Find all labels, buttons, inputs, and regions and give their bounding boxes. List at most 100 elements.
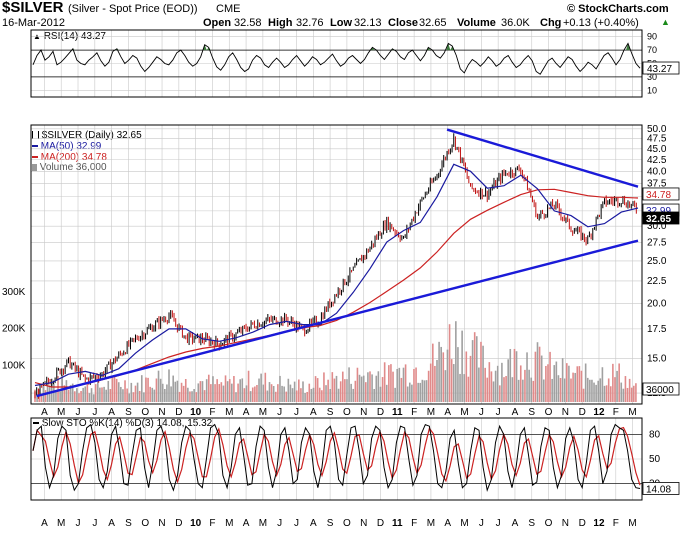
volume-bar: [191, 391, 193, 402]
price-x-label-S: S: [125, 407, 132, 418]
price-x-label-J: J: [76, 407, 81, 418]
volume-bar: [398, 367, 401, 402]
volume-bar: [140, 375, 143, 402]
volume-bar: [224, 375, 227, 402]
volume-bar: [260, 373, 262, 402]
volume-bar: [482, 345, 484, 402]
volume-bar: [540, 355, 543, 402]
volume-bar: [97, 379, 99, 402]
volume-bar: [164, 388, 166, 402]
close-label: Close: [388, 17, 418, 29]
sto-legend: Slow STO %K(14) %D(3) 14.08, 15.32: [33, 418, 212, 429]
volume-bar: [362, 375, 365, 402]
volume-bar: [218, 384, 221, 402]
volume-bar: [628, 378, 631, 402]
volume-bar: [63, 385, 66, 402]
trendline-lower-support: [36, 239, 639, 398]
volume-bar: [134, 385, 137, 402]
volume-bar: [291, 388, 294, 402]
volume-bar: [459, 373, 461, 402]
price-last-label: 32.65: [646, 214, 671, 225]
volume-bar: [553, 365, 556, 402]
sto-k-line: [32, 423, 641, 493]
volume-bar: [421, 379, 424, 402]
volume-bar: [57, 376, 59, 402]
volume-bar: [274, 391, 277, 402]
volume-bar: [517, 379, 520, 402]
price-tick-42.5: 42.5: [647, 155, 667, 166]
volume-bar: [350, 383, 352, 402]
volume-bar: [584, 363, 587, 402]
volume-bar: [572, 372, 574, 402]
chg-label: Chg: [540, 17, 562, 29]
sto-last-value: 14.08: [646, 484, 671, 495]
sto-x-label-A: A: [444, 518, 451, 529]
volume-bar: [555, 361, 558, 402]
price-x-label-J: J: [92, 407, 97, 418]
volume-bar: [314, 376, 317, 402]
rsi-tick-90: 90: [647, 32, 657, 42]
price-tick-25.0: 25.0: [647, 256, 667, 267]
volume-bar: [233, 376, 235, 402]
volume-bar: [195, 392, 198, 402]
volume-bar: [333, 378, 336, 402]
rsi-tick-30: 30: [647, 72, 657, 82]
volume-bar: [321, 390, 323, 402]
volume-bar: [117, 382, 120, 402]
volume-bar: [73, 391, 76, 402]
volume-bar: [266, 390, 269, 402]
volume-bar: [415, 367, 417, 402]
volume-bar: [44, 390, 47, 402]
price-tick-47.5: 47.5: [647, 134, 667, 145]
volume-bar: [597, 380, 600, 402]
sto-x-label-A: A: [512, 518, 519, 529]
symbol-description: (Silver - Spot Price (EOD)): [68, 3, 198, 15]
stockcharts-brand[interactable]: © StockCharts.com: [567, 3, 669, 15]
price-x-label-S: S: [327, 407, 334, 418]
volume-bar: [316, 378, 319, 402]
price-last-label-box: [642, 211, 680, 225]
sto-x-label-F: F: [411, 518, 417, 529]
volume-bar: [496, 365, 499, 402]
volume-bar: [609, 386, 612, 402]
volume-last-value: 36000: [646, 385, 674, 396]
volume-bar: [524, 369, 526, 402]
volume-bar: [318, 387, 321, 402]
price-x-label-D: D: [579, 407, 586, 418]
rsi-last-value: 43.27: [647, 64, 672, 75]
volume-bar: [88, 393, 91, 402]
volume-bar: [559, 377, 562, 402]
volume-bar: [513, 348, 516, 402]
volume-bar: [264, 372, 267, 402]
legend-silver-daily: $SILVER (Daily) 32.65: [32, 130, 142, 141]
volume-bar: [329, 388, 332, 402]
rsi-tick-70: 70: [647, 45, 657, 55]
price-x-label-D: D: [377, 407, 384, 418]
volume-bar: [310, 388, 313, 402]
price-x-label-M: M: [628, 407, 636, 418]
volume-bar: [239, 379, 241, 402]
volume-bar: [519, 365, 522, 402]
volume-bar: [394, 387, 396, 402]
sto-x-label-A: A: [108, 518, 115, 529]
legend-ma50: MA(50) 32.99: [32, 141, 101, 152]
sto-last-box: [642, 482, 680, 495]
rsi-last-box: [642, 61, 680, 75]
volume-bar: [532, 380, 535, 402]
volume-bar: [392, 371, 394, 402]
volume-bar: [618, 363, 620, 402]
volume-bar: [78, 393, 80, 402]
rsi-tick-10: 10: [647, 85, 657, 95]
volume-bar: [243, 388, 246, 402]
volume-bar: [438, 341, 440, 402]
price-x-label-12: 12: [593, 407, 605, 418]
volume-bar: [94, 384, 97, 402]
price-x-label-A: A: [243, 407, 250, 418]
volume-bar: [450, 359, 453, 402]
volume-bar: [417, 382, 419, 402]
volume-bar: [530, 377, 533, 402]
volume-bar: [480, 341, 482, 402]
volume-bar: [586, 377, 589, 402]
volume-bar: [624, 376, 627, 402]
price-x-label-11: 11: [392, 407, 403, 418]
